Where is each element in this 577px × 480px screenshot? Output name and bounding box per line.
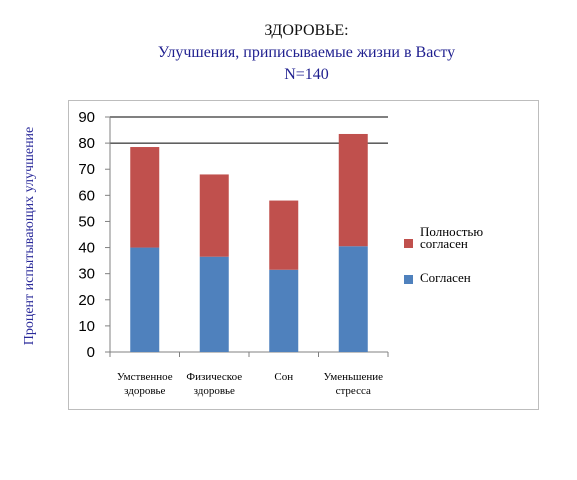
x-tick-label-0-0: Умственное <box>117 371 173 383</box>
x-tick-label-2-0: Сон <box>274 371 293 383</box>
legend-label-polnostyu-1: Полностью <box>420 224 484 239</box>
y-tick-label-80: 80 <box>78 135 95 152</box>
y-tick-label-70: 70 <box>78 161 95 178</box>
legend-swatch-soglasen <box>404 275 413 284</box>
bar-2-series-0 <box>269 269 299 352</box>
x-tick-label-1-1: здоровье <box>194 385 235 397</box>
bar-3-series-0 <box>338 246 368 352</box>
chart-title: ЗДОРОВЬЕ: Улучшения, приписываемые жизни… <box>0 20 577 86</box>
x-tick-label-0-1: здоровье <box>124 385 165 397</box>
x-tick-label-3-1: стресса <box>336 385 371 397</box>
y-tick-label-90: 90 <box>78 109 95 126</box>
bar-0-series-1 <box>130 147 160 248</box>
bar-2-series-1 <box>269 200 299 270</box>
y-tick-label-60: 60 <box>78 187 95 204</box>
legend-swatch-polnostyu <box>404 239 413 248</box>
y-tick-label-10: 10 <box>78 318 95 335</box>
bar-1-series-1 <box>199 174 229 257</box>
bar-3-series-1 <box>338 133 368 247</box>
bar-0-series-0 <box>130 247 160 352</box>
legend: Полностью согласен Согласен <box>404 224 530 285</box>
legend-label-polnostyu-2: согласен <box>420 236 468 251</box>
y-tick-label-50: 50 <box>78 213 95 230</box>
title-line-2: Улучшения, приписываемые жизни в Васту <box>157 44 456 61</box>
x-tick-label-1-0: Физическое <box>186 371 242 383</box>
x-tick-label-3-0: Уменьшение <box>323 371 383 383</box>
legend-item-soglasen: Согласен <box>404 270 530 285</box>
bar-1-series-0 <box>199 256 229 352</box>
legend-item-polnostyu: Полностью согласен <box>404 224 530 251</box>
title-line-1: ЗДОРОВЬЕ: <box>264 22 349 39</box>
y-tick-label-30: 30 <box>78 266 95 283</box>
y-tick-label-40: 40 <box>78 240 95 257</box>
y-tick-label-0: 0 <box>87 344 95 361</box>
y-tick-label-20: 20 <box>78 292 95 309</box>
legend-label-soglasen: Согласен <box>420 270 471 285</box>
title-line-3: N=140 <box>284 66 329 83</box>
